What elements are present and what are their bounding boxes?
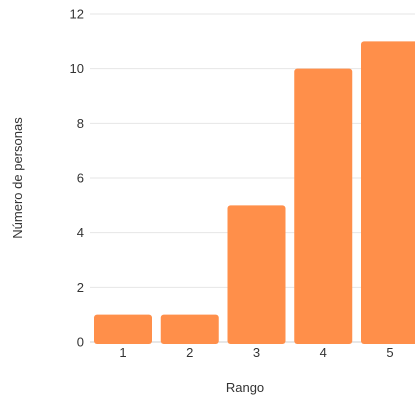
- y-tick-label: 12: [70, 7, 84, 22]
- x-tick-label: 3: [253, 345, 260, 360]
- bar-5: [361, 41, 415, 344]
- bars: [94, 41, 415, 345]
- y-axis-title: Número de personas: [10, 117, 25, 239]
- y-tick-label: 8: [77, 116, 84, 131]
- bar-3: [227, 205, 286, 344]
- bar-2: [160, 314, 219, 344]
- x-tick-labels: 1 2 3 4 5: [119, 345, 393, 360]
- bar-1: [94, 314, 152, 344]
- x-tick-label: 2: [186, 345, 193, 360]
- y-tick-label: 10: [70, 61, 84, 76]
- y-tick-labels: 0 2 4 6 8 10 12: [70, 7, 84, 350]
- x-tick-label: 4: [320, 345, 327, 360]
- y-tick-label: 4: [77, 225, 84, 240]
- x-axis-title: Rango: [226, 380, 264, 395]
- bar-4: [294, 68, 353, 345]
- y-tick-label: 2: [77, 280, 84, 295]
- x-tick-label: 5: [386, 345, 393, 360]
- y-tick-label: 6: [77, 171, 84, 186]
- x-tick-label: 1: [119, 345, 126, 360]
- y-tick-label: 0: [77, 335, 84, 350]
